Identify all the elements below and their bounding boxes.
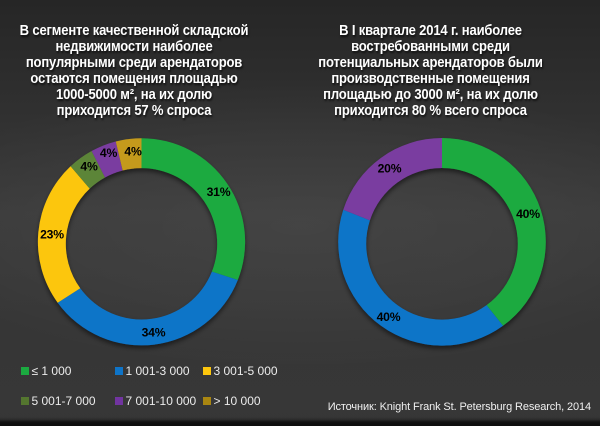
svg-text:4%: 4% [80, 160, 98, 174]
svg-text:4%: 4% [124, 145, 142, 159]
svg-text:23%: 23% [40, 228, 64, 242]
svg-text:4%: 4% [100, 146, 118, 160]
svg-text:20%: 20% [378, 162, 402, 176]
svg-text:40%: 40% [377, 310, 401, 324]
svg-text:40%: 40% [516, 207, 540, 221]
svg-text:34%: 34% [142, 326, 166, 340]
svg-text:31%: 31% [207, 185, 231, 199]
